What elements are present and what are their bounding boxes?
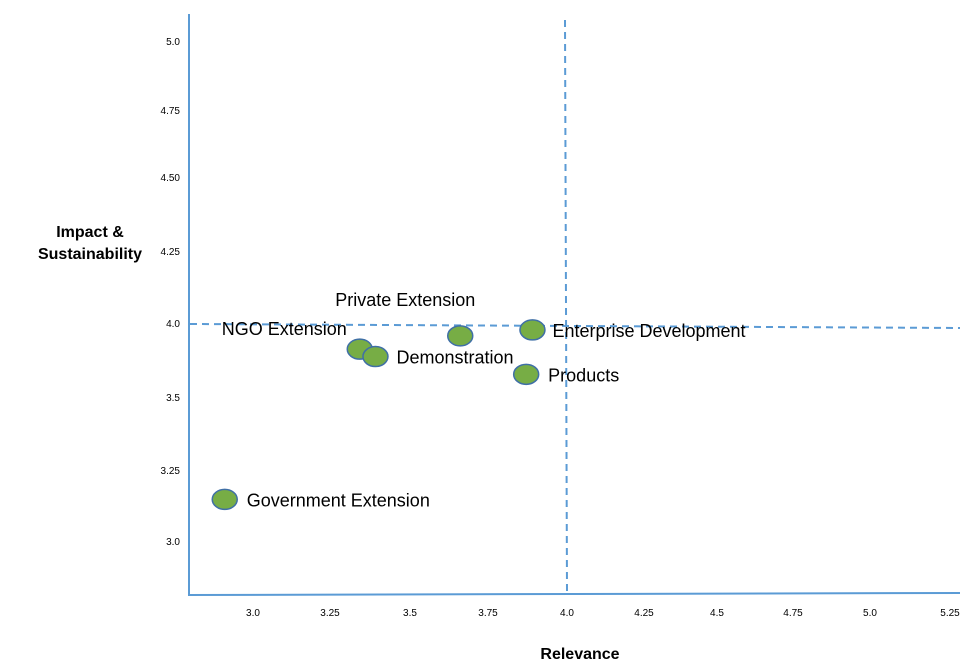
x-axis-line [187,592,960,596]
data-points [211,319,546,511]
y-tick-label: 3.0 [166,537,180,548]
x-tick-labels: 3.0 3.25 3.5 3.75 4.0 4.25 4.5 4.75 5.0 5.25 [246,608,960,619]
quadrant-lines [189,19,960,593]
y-tick-label: 3.25 [161,466,181,477]
x-tick-label: 3.0 [246,608,260,619]
point-label: Government Extension [247,490,430,510]
y-tick-label: 4.75 [161,106,181,117]
y-tick-label: 4.25 [161,247,181,258]
point-label: Private Extension [335,290,475,310]
x-axis-title: Relevance [540,646,620,663]
x-tick-label: 4.5 [710,608,724,619]
quadrant-line-horizontal [189,323,960,329]
data-point [519,319,546,341]
x-tick-label: 3.75 [478,608,498,619]
point-label: Enterprise Development [552,321,745,341]
x-tick-label: 5.0 [863,608,877,619]
y-tick-label: 4.50 [161,173,181,184]
x-tick-label: 4.25 [634,608,654,619]
x-tick-label: 3.5 [403,608,417,619]
y-axis-title: Impact & Sustainability [16,222,164,266]
point-label: Demonstration [396,348,513,368]
point-labels: Private Extension Enterprise Development N… [222,290,746,511]
data-point [512,363,540,386]
x-tick-label: 5.25 [940,608,960,619]
data-point [362,345,389,368]
y-tick-label: 4.0 [166,319,180,330]
y-tick-label: 5.0 [166,37,180,48]
data-point [446,325,474,347]
x-tick-label: 4.75 [783,608,803,619]
y-tick-labels: 3.0 3.25 3.5 4.0 4.25 4.50 4.75 5.0 [161,37,181,548]
point-label: Products [548,365,619,385]
quadrant-line-vertical [564,19,568,593]
y-axis-title-line-2: Sustainability [37,246,143,263]
y-axis-title-line-1: Impact & [56,224,124,241]
x-tick-label: 4.0 [560,608,574,619]
y-tick-label: 3.5 [166,393,180,404]
axes [187,14,960,596]
data-point [211,488,238,511]
x-tick-label: 3.25 [320,608,340,619]
point-label: NGO Extension [222,319,347,339]
